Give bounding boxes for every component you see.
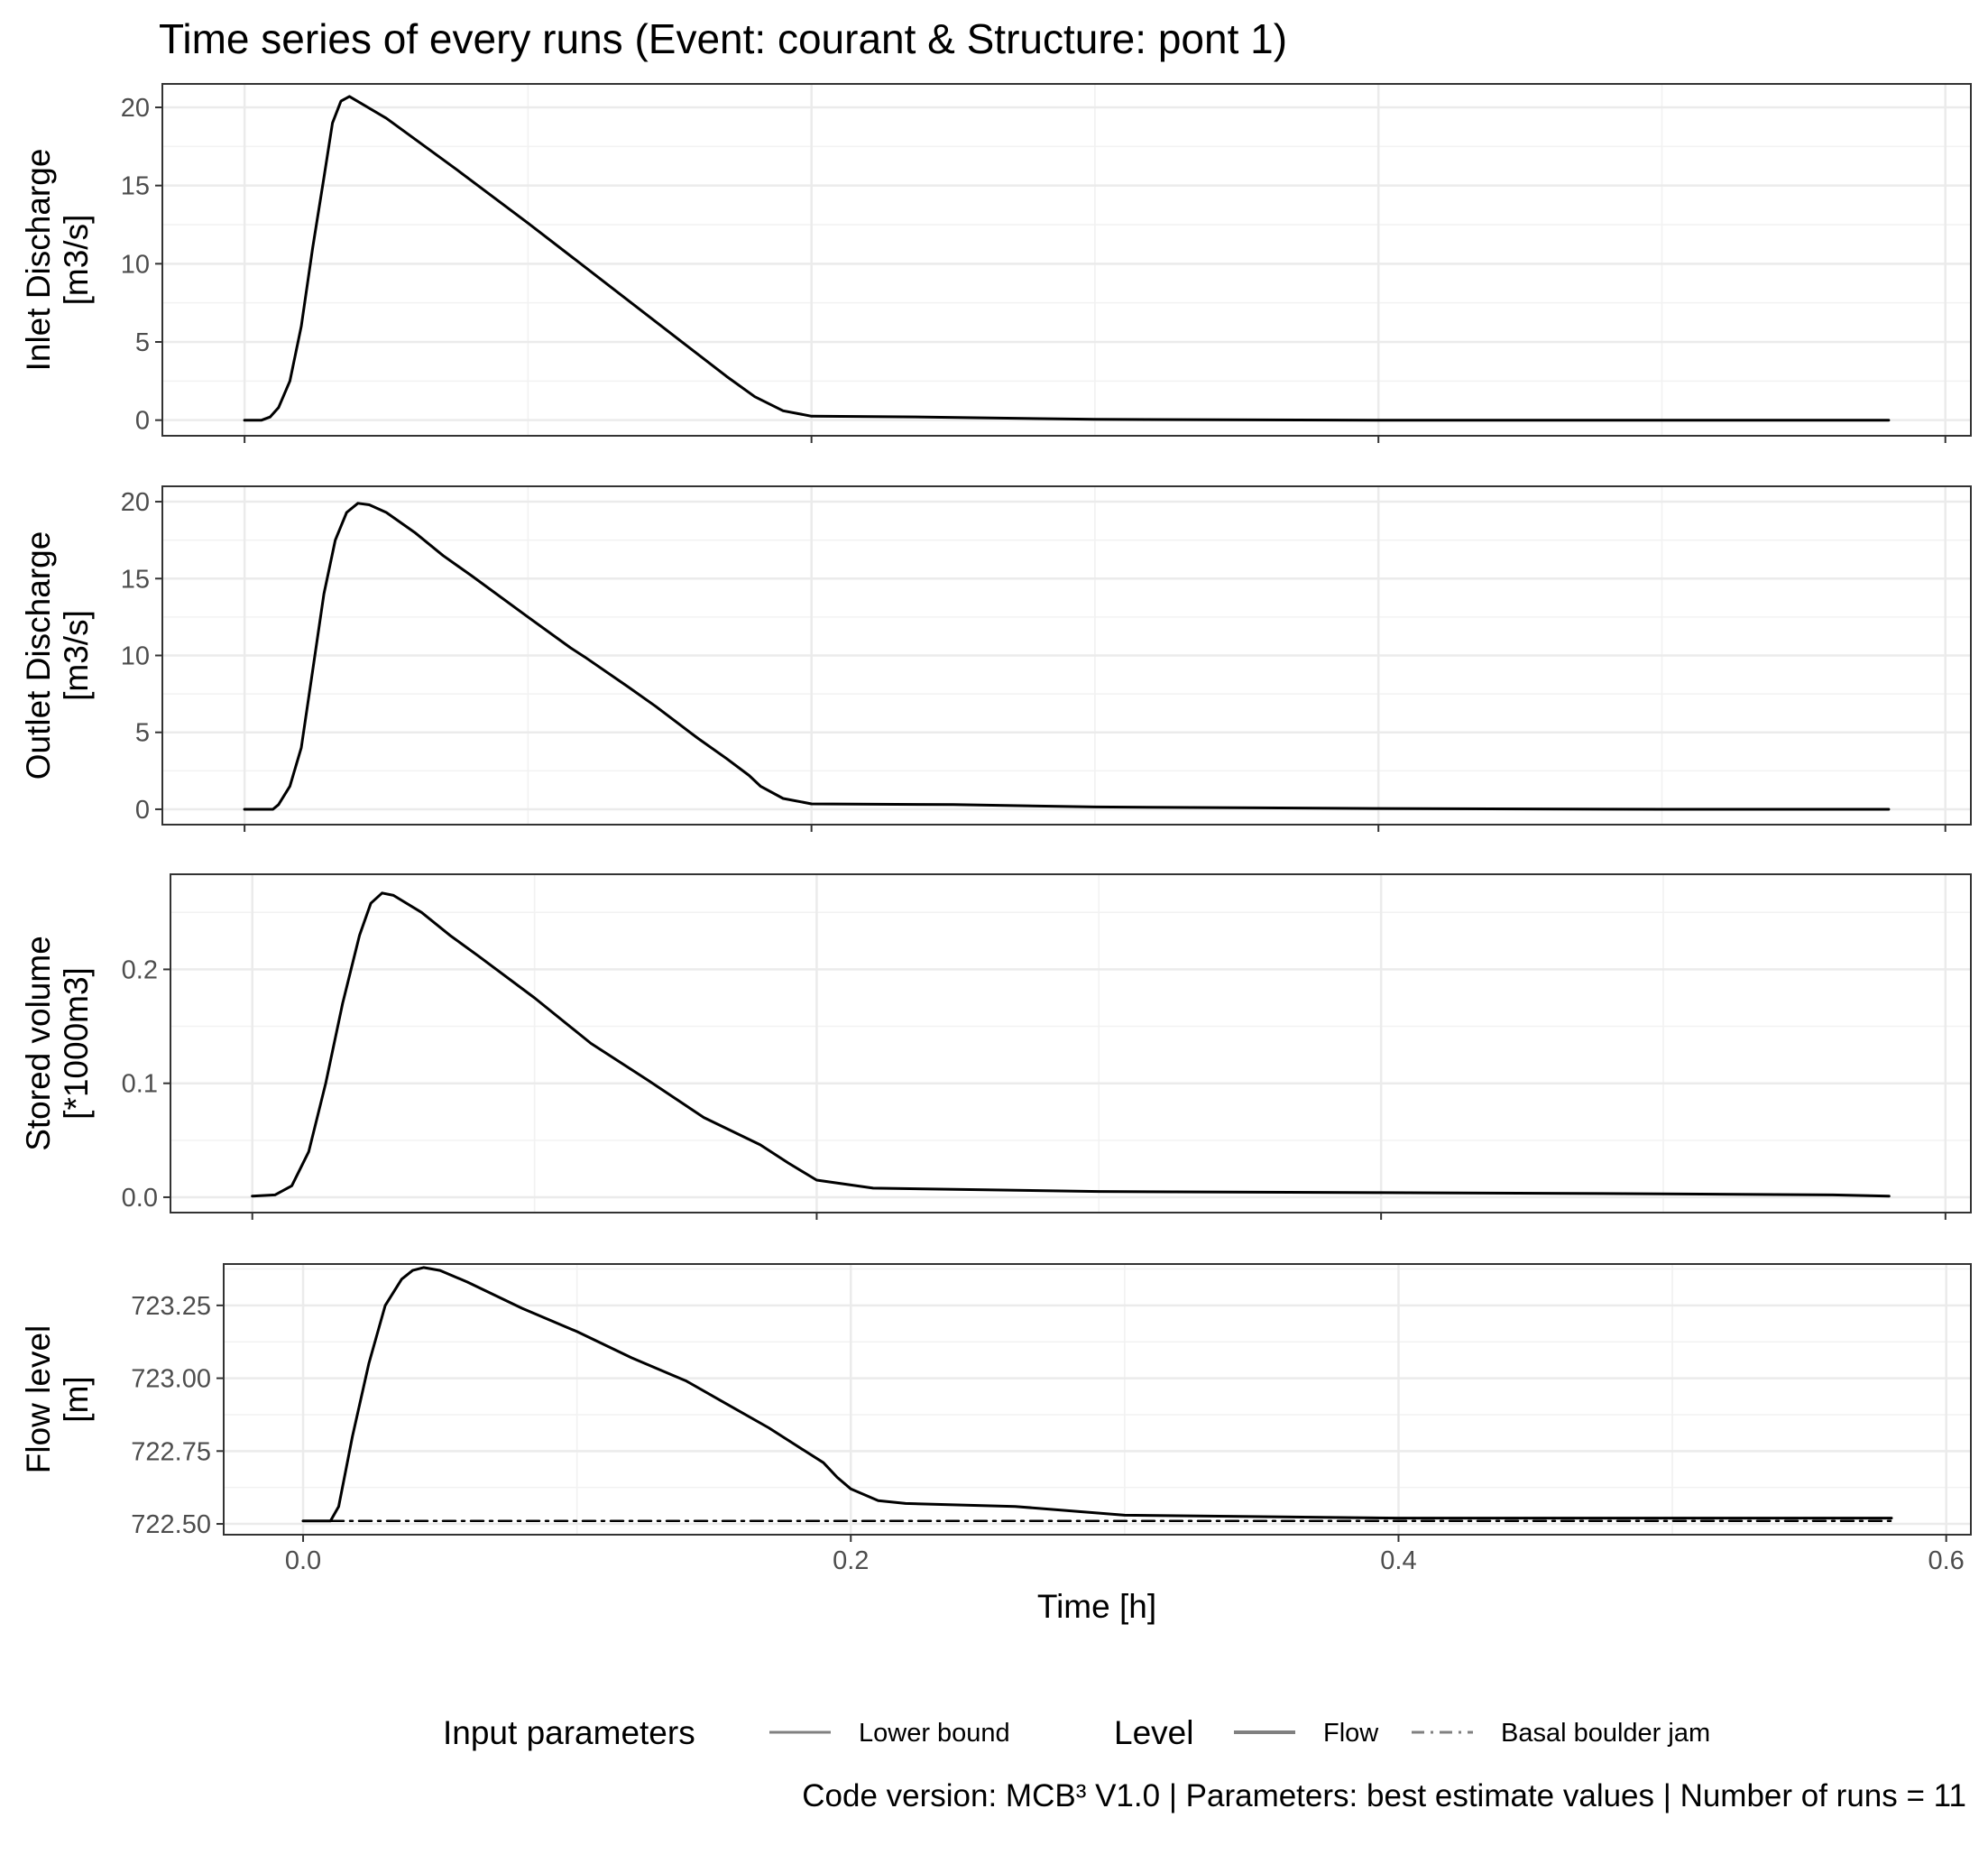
panel-4: 0.0 0.2 0.4 0.6 722.50 722.75 723.00 723.25 Flow… xyxy=(20,1263,1972,1575)
y-axis-label: Outlet Discharge[m3/s] xyxy=(20,531,95,780)
y-tick-label: 722.50 xyxy=(131,1510,211,1539)
legend-label-lower-bound: Lower bound xyxy=(859,1719,1010,1748)
chart-title: Time series of every runs (Event: couran… xyxy=(159,15,1287,62)
panel-border xyxy=(223,1263,1972,1536)
y-axis-label-line: [m3/s] xyxy=(58,610,95,701)
y-axis-label: Inlet Discharge[m3/s] xyxy=(20,149,95,372)
y-tick-label: 20 xyxy=(121,94,150,123)
y-axis-label-line: Stored volume xyxy=(20,936,57,1151)
panel-3: 0.0 0.1 0.2 Stored volume[*1000m3] xyxy=(20,873,1972,1220)
legend-label-flow: Flow xyxy=(1323,1719,1379,1748)
x-axis-label: Time [h] xyxy=(1037,1588,1156,1625)
y-tick-label: 5 xyxy=(135,328,150,357)
y-tick-label: 10 xyxy=(121,642,150,671)
y-axis-label-line: Flow level xyxy=(20,1325,57,1474)
y-axis-label-line: [*1000m3] xyxy=(58,967,95,1120)
y-tick-label: 15 xyxy=(121,565,150,594)
series-line-flow xyxy=(251,891,1891,1198)
series-line-flow xyxy=(301,1266,1893,1523)
y-tick-label: 0.1 xyxy=(122,1070,158,1099)
legend-title-input: Input parameters xyxy=(443,1714,695,1751)
series-line-flow xyxy=(243,502,1891,811)
legend-label-basal-boulder-jam: Basal boulder jam xyxy=(1501,1719,1710,1748)
y-axis-label-line: Outlet Discharge xyxy=(20,531,57,780)
y-axis-label: Flow level[m] xyxy=(20,1325,95,1474)
panel-2: 0 5 10 15 20 Outlet Discharge[m3/s] xyxy=(20,485,1972,832)
y-tick-label: 0 xyxy=(135,796,150,825)
x-tick-label: 0.0 xyxy=(285,1546,321,1575)
x-tick-label: 0.4 xyxy=(1380,1546,1416,1575)
y-axis-label-line: Inlet Discharge xyxy=(20,149,57,372)
series-line-flow xyxy=(243,95,1891,422)
caption: Code version: MCB³ V1.0 | Parameters: be… xyxy=(802,1778,1966,1813)
y-axis-label: Stored volume[*1000m3] xyxy=(20,936,95,1151)
panel-1: 0 5 10 15 20 Inlet Discharge[m3/s] xyxy=(20,83,1972,443)
x-tick-label: 0.2 xyxy=(833,1546,869,1575)
legend: Input parameters Lower bound Level Flow … xyxy=(443,1714,1710,1751)
panel-border xyxy=(170,873,1972,1213)
y-tick-label: 723.00 xyxy=(131,1365,211,1394)
panel-border xyxy=(161,83,1972,437)
y-tick-label: 723.25 xyxy=(131,1292,211,1321)
y-tick-label: 0 xyxy=(135,407,150,436)
y-tick-label: 0.2 xyxy=(122,955,158,984)
y-tick-label: 20 xyxy=(121,488,150,517)
y-axis-label-line: [m3/s] xyxy=(58,215,95,306)
y-tick-label: 15 xyxy=(121,172,150,201)
y-tick-label: 10 xyxy=(121,250,150,279)
legend-title-level: Level xyxy=(1114,1714,1193,1751)
x-tick-label: 0.6 xyxy=(1928,1546,1965,1575)
y-tick-label: 5 xyxy=(135,719,150,748)
y-axis-label-line: [m] xyxy=(58,1376,95,1422)
y-tick-label: 722.75 xyxy=(131,1437,211,1466)
y-tick-label: 0.0 xyxy=(122,1184,158,1213)
